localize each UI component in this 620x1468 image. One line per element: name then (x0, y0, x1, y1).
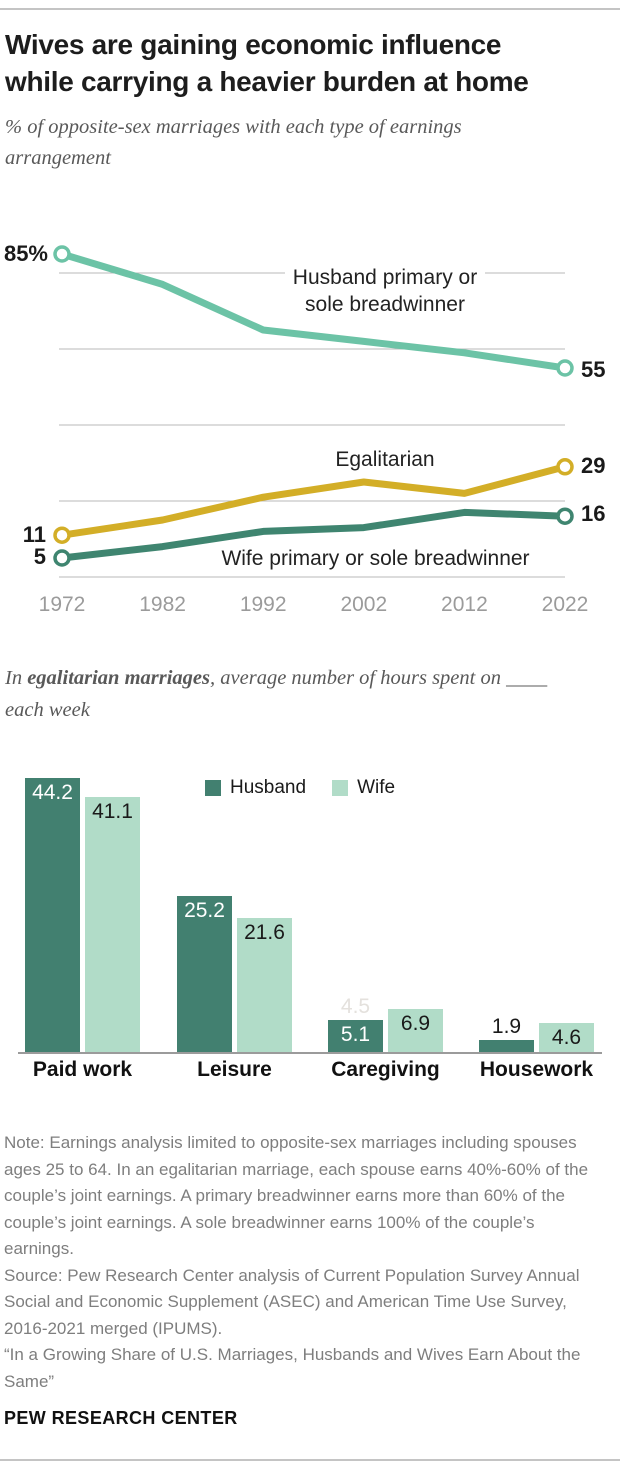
category-label-caregiving: Caregiving (331, 1058, 440, 1081)
bar-chart: 4.5 44.2 41.1 Paid work 25.2 21.6 Leisure 5.1 6… (0, 770, 620, 1100)
x-tick-1972: 1972 (38, 593, 86, 616)
bar-value-label: 21.6 (244, 921, 285, 945)
start-value-husband: 85% (3, 241, 48, 266)
bar-caregiving-husband (328, 1020, 383, 1052)
husband-swatch (205, 780, 221, 796)
bar-value-label: 44.2 (32, 780, 73, 804)
source-text: Source: Pew Research Center analysis of … (4, 1265, 580, 1338)
annotation-husband-line: Husband primary or sole breadwinner (285, 262, 485, 320)
annotation-egalitarian-line: Egalitarian (285, 444, 485, 475)
series-line-1 (61, 463, 566, 539)
category-label-paid-work: Paid work (32, 1058, 133, 1081)
bar-paid-work-wife (85, 797, 140, 1052)
top-divider (0, 8, 620, 10)
series-line-0 (60, 250, 566, 372)
legend-label-husband: Husband (230, 777, 307, 798)
bar-value-label: 4.6 (551, 1026, 582, 1050)
category-label-leisure: Leisure (197, 1058, 272, 1081)
x-axis: 1972 1982 1992 2002 2012 2022 (0, 593, 620, 619)
endpoint-marker (53, 549, 71, 567)
report-quote: “In a Growing Share of U.S. Marriages, H… (4, 1345, 581, 1391)
bar-value-label: 41.1 (92, 800, 133, 824)
bar-value-label: 5.1 (340, 1023, 371, 1047)
bottom-divider (0, 1459, 620, 1461)
note-text: Note: Earnings analysis limited to oppos… (4, 1133, 589, 1258)
pew-research-center-wordmark: PEW RESEARCH CENTER (4, 1408, 238, 1428)
endpoint-marker (556, 458, 574, 476)
page-title: Wives are gaining economic influence whi… (5, 26, 617, 100)
start-value-wife: 5 (33, 544, 46, 569)
footnote-block: Note: Earnings analysis limited to oppos… (4, 1130, 589, 1395)
subtitle2-suffix: , average number of hours spent on ____ … (5, 667, 548, 721)
title-line-1: Wives are gaining economic influence (5, 29, 502, 60)
x-tick-2022: 2022 (541, 593, 589, 616)
endpoint-marker (53, 245, 71, 263)
x-tick-1992: 1992 (239, 593, 287, 616)
subtitle2-bold: egalitarian marriages (27, 667, 211, 689)
bar-value-label: 25.2 (184, 898, 225, 922)
end-value-wife: 16 (581, 501, 606, 526)
end-value-egalitarian: 29 (581, 453, 606, 478)
end-value-husband: 55 (581, 357, 606, 382)
ghost-value-label: 4.5 (340, 995, 371, 1018)
legend-label-wife: Wife (357, 777, 396, 798)
subtitle2-prefix: In (5, 667, 28, 689)
bar-chart-subtitle: In egalitarian marriages, average number… (5, 662, 550, 726)
bar-value-label: 1.9 (491, 1015, 522, 1039)
legend-item-husband: Husband (205, 777, 306, 799)
title-line-2: while carrying a heavier burden at home (5, 66, 529, 97)
wife-swatch (332, 780, 349, 796)
annotation-wife-line: Wife primary or sole breadwinner (213, 543, 538, 574)
legend: Husband Wife (205, 777, 395, 799)
legend-item-wife: Wife (332, 777, 395, 799)
x-tick-2012: 2012 (441, 593, 488, 616)
bar-chart-baseline (18, 1052, 602, 1054)
x-tick-1982: 1982 (139, 593, 186, 616)
bar-value-label: 6.9 (400, 1012, 431, 1036)
start-value-egalitarian: 11 (22, 522, 46, 547)
bar-leisure-wife (237, 918, 292, 1052)
bar-housework-husband (479, 1040, 534, 1052)
series-line-2 (61, 508, 566, 562)
category-label-housework: Housework (479, 1058, 594, 1081)
endpoint-marker (53, 526, 71, 544)
line-chart (53, 245, 574, 578)
bar-housework-wife (539, 1023, 594, 1052)
endpoint-marker (556, 359, 574, 377)
bar-caregiving-wife (388, 1009, 443, 1052)
x-tick-2002: 2002 (340, 593, 388, 616)
chart-subtitle: % of opposite-sex marriages with each ty… (5, 116, 462, 169)
bar-paid-work-husband (25, 777, 80, 1052)
bar-leisure-husband (177, 895, 232, 1052)
endpoint-marker (556, 507, 574, 525)
